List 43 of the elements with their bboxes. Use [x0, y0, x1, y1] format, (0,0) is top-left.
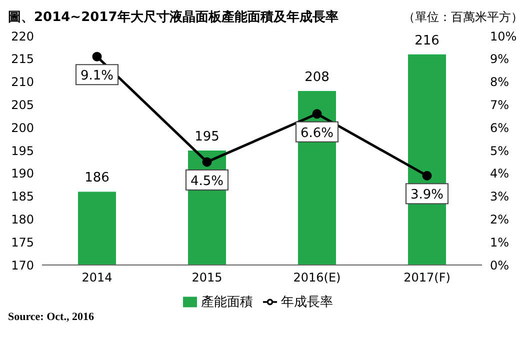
data-label: 9.1%	[80, 68, 114, 84]
point	[312, 109, 322, 119]
chart-title: 圖、2014~2017年大尺寸液晶面板產能面積及年成長率	[8, 8, 338, 26]
y2-tick-label: 3%	[490, 190, 510, 204]
y2-tick-label: 5%	[490, 144, 510, 158]
y2-tick-label: 4%	[490, 166, 510, 181]
y-tick-label: 220	[11, 29, 34, 44]
x-tick-label: 2016(E)	[293, 270, 341, 285]
y-tick-label: 175	[11, 235, 34, 250]
data-label: 4.5%	[190, 174, 224, 189]
data-label: 6.6%	[300, 126, 334, 141]
chart-subtitle: （單位：百萬米平方）	[403, 9, 523, 26]
y-tick-label: 205	[11, 98, 34, 112]
y2-tick-label: 8%	[490, 75, 510, 90]
y-tick-label: 215	[11, 52, 34, 66]
data-label: 216	[414, 33, 440, 48]
y2-tick-label: 0%	[490, 258, 510, 272]
y2-tick-label: 6%	[490, 120, 510, 135]
y2-tick-label: 2%	[490, 212, 510, 226]
y2-tick-label: 7%	[490, 98, 510, 112]
point	[202, 157, 212, 167]
y-tick-label: 180	[11, 212, 34, 226]
y-tick-label: 195	[11, 144, 34, 158]
data-label: 186	[84, 170, 110, 186]
y-tick-label: 170	[11, 258, 34, 272]
legend-label: 產能面積	[201, 295, 253, 310]
data-label: 195	[194, 130, 220, 144]
legend-label: 年成長率	[281, 295, 333, 310]
x-tick-label: 2015	[192, 270, 222, 285]
y2-tick-label: 9%	[490, 52, 510, 66]
y-tick-label: 190	[11, 166, 34, 181]
y-tick-label: 185	[11, 190, 34, 204]
source-note: Source: Oct., 2016	[8, 311, 95, 323]
data-label: 208	[304, 70, 330, 85]
point	[92, 52, 102, 62]
y2-tick-label: 10%	[490, 29, 517, 44]
x-tick-label: 2014	[82, 270, 112, 285]
x-tick-label: 2017(F)	[404, 270, 450, 285]
y2-tick-label: 1%	[490, 235, 510, 250]
y-tick-label: 200	[11, 120, 34, 135]
data-label: 3.9%	[410, 188, 444, 203]
point	[422, 170, 432, 180]
y-tick-label: 210	[11, 75, 34, 90]
